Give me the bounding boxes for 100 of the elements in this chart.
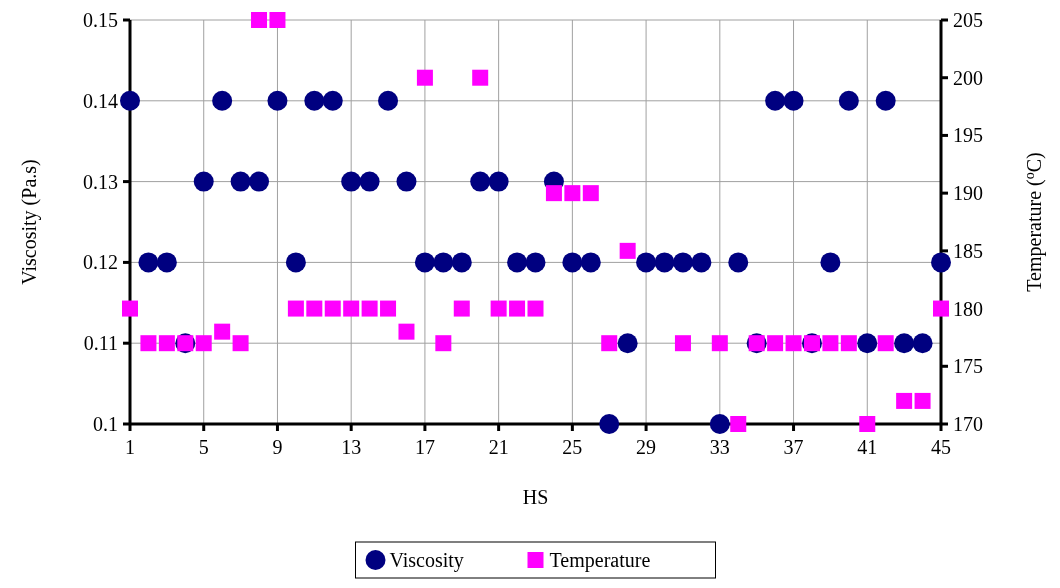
point xyxy=(304,90,325,111)
point xyxy=(138,252,159,273)
point xyxy=(267,90,288,111)
point xyxy=(488,171,509,192)
y2-tick-label: 205 xyxy=(953,9,983,31)
y-tick-label: 0.13 xyxy=(83,170,118,193)
point xyxy=(822,335,839,352)
point xyxy=(877,335,894,352)
point xyxy=(416,69,433,86)
x-tick-label: 21 xyxy=(488,436,509,458)
point xyxy=(120,90,140,111)
point xyxy=(564,185,581,202)
point xyxy=(545,185,562,202)
point xyxy=(840,335,857,352)
point xyxy=(617,333,638,354)
point xyxy=(306,300,323,317)
point xyxy=(509,300,526,317)
legend-label: Temperature xyxy=(549,549,651,572)
point xyxy=(380,300,397,317)
x-axis-title: HS xyxy=(522,486,549,508)
y2-tick-label: 185 xyxy=(953,239,983,262)
point xyxy=(251,12,268,28)
point xyxy=(249,171,270,192)
point xyxy=(691,252,712,273)
point xyxy=(580,252,601,273)
point xyxy=(820,252,841,273)
point xyxy=(361,300,378,317)
y2-tick-label: 170 xyxy=(953,413,983,435)
point xyxy=(451,252,472,273)
y-tick-label: 0.15 xyxy=(83,9,118,31)
point xyxy=(562,252,583,273)
point xyxy=(230,171,251,192)
point xyxy=(158,335,175,352)
point xyxy=(398,323,415,340)
point xyxy=(214,323,231,340)
x-tick-label: 29 xyxy=(636,436,657,458)
point xyxy=(875,90,896,111)
point xyxy=(838,90,859,111)
x-tick-label: 5 xyxy=(198,436,209,458)
y-tick-label: 0.12 xyxy=(83,251,118,274)
point xyxy=(619,242,636,259)
point xyxy=(195,335,212,352)
point xyxy=(785,335,802,352)
point xyxy=(378,90,399,111)
point xyxy=(507,252,528,273)
point xyxy=(359,171,380,192)
x-tick-label: 17 xyxy=(414,436,435,458)
point xyxy=(269,12,286,28)
x-tick-label: 1 xyxy=(125,436,135,458)
point xyxy=(599,414,620,434)
point xyxy=(896,392,913,409)
point xyxy=(322,90,343,111)
point xyxy=(672,252,693,273)
y2-tick-label: 175 xyxy=(953,355,983,378)
y-tick-label: 0.1 xyxy=(93,413,118,435)
point xyxy=(765,90,786,111)
y-axis-title: Viscosity (Pa.s) xyxy=(18,159,41,285)
x-tick-label: 45 xyxy=(931,436,951,458)
x-tick-label: 33 xyxy=(709,436,730,458)
point xyxy=(582,185,599,202)
point xyxy=(287,300,304,317)
y2-tick-label: 190 xyxy=(953,182,983,205)
point xyxy=(894,333,915,354)
point xyxy=(285,252,306,273)
y2-tick-label: 180 xyxy=(953,297,983,320)
point xyxy=(193,171,214,192)
point xyxy=(212,90,233,111)
point xyxy=(140,335,157,352)
y2-tick-label: 200 xyxy=(953,66,983,89)
point xyxy=(933,300,949,317)
point xyxy=(433,252,454,273)
point xyxy=(232,335,249,352)
point xyxy=(525,252,546,273)
point xyxy=(912,333,933,354)
point xyxy=(156,252,177,273)
point xyxy=(601,335,618,352)
point xyxy=(709,414,730,434)
point xyxy=(343,300,360,317)
legend-label: Viscosity xyxy=(389,549,464,572)
y-tick-label: 0.11 xyxy=(83,332,118,355)
point xyxy=(453,300,470,317)
point xyxy=(396,171,417,192)
point xyxy=(859,416,876,432)
y2-tick-label: 195 xyxy=(953,124,983,147)
x-tick-label: 13 xyxy=(341,436,362,458)
point xyxy=(470,171,491,192)
point xyxy=(435,335,452,352)
point xyxy=(527,300,544,317)
point xyxy=(490,300,507,317)
point xyxy=(931,252,951,273)
point xyxy=(728,252,749,273)
point xyxy=(767,335,784,352)
x-tick-label: 25 xyxy=(562,436,583,458)
point xyxy=(341,171,362,192)
point xyxy=(636,252,657,273)
point xyxy=(730,416,747,432)
x-tick-label: 37 xyxy=(783,436,804,458)
y-tick-label: 0.14 xyxy=(83,89,118,112)
point xyxy=(857,333,878,354)
point xyxy=(914,392,931,409)
